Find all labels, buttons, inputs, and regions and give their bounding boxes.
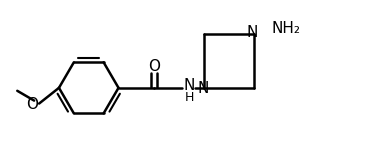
Text: N: N [197,81,209,96]
Text: N: N [247,25,258,40]
Text: O: O [26,97,38,112]
Text: N: N [183,78,195,93]
Text: O: O [148,59,160,74]
Text: NH₂: NH₂ [272,21,300,36]
Text: H: H [184,91,194,104]
